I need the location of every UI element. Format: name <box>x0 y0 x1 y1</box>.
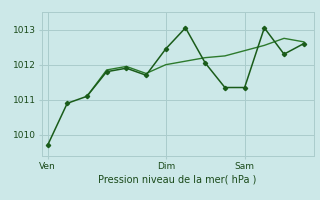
X-axis label: Pression niveau de la mer( hPa ): Pression niveau de la mer( hPa ) <box>99 175 257 185</box>
